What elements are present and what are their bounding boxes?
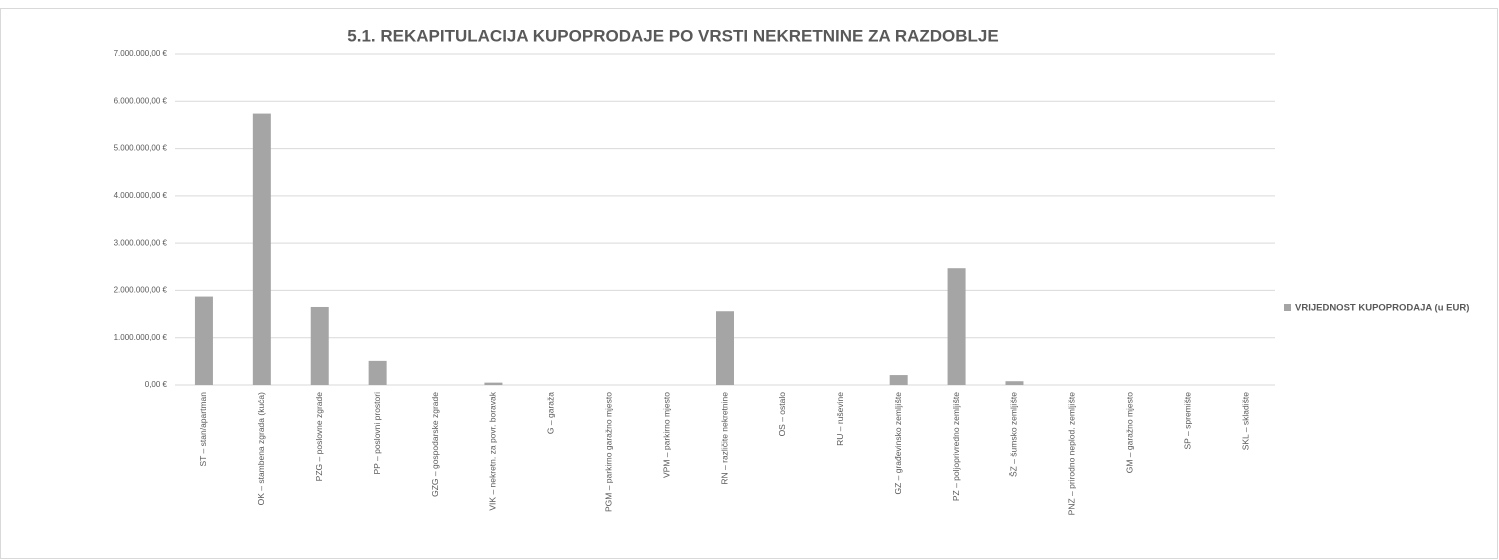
bar — [194, 296, 213, 385]
y-tick-label: 4.000.000,00 € — [114, 191, 168, 200]
x-tick-label: RN – različite nekretnine — [719, 392, 729, 485]
y-tick-label: 2.000.000,00 € — [114, 286, 168, 295]
bar — [1005, 381, 1024, 385]
bar — [252, 113, 271, 385]
x-tick-label: GZG – gospodarske zgrade — [430, 392, 440, 497]
bar — [716, 311, 734, 385]
x-tick-label: VIK – nekretn. za povr. boravak — [488, 391, 498, 510]
x-tick-label: PZG – poslovne zgrade — [314, 392, 324, 482]
bar — [484, 382, 503, 385]
x-tick-label: G – garaža — [546, 392, 556, 434]
x-tick-label: RU – ruševine — [835, 392, 845, 446]
x-tick-label: PNZ – prirodno neplod. zemljište — [1067, 392, 1077, 516]
chart-border — [0, 8, 1498, 559]
bar — [889, 375, 908, 385]
x-tick-label: PP – poslovni prostori — [372, 392, 382, 475]
y-tick-label: 7.000.000,00 € — [114, 49, 168, 58]
y-tick-label: 0,00 € — [145, 380, 168, 389]
x-tick-label: ST – stan/apartman — [198, 392, 208, 467]
x-tick-label: GZ – građevinsko zemljište — [893, 392, 903, 495]
y-tick-label: 6.000.000,00 € — [114, 96, 168, 105]
x-tick-label: SKL – skladište — [1240, 392, 1250, 451]
legend-label: VRIJEDNOST KUPOPRODAJA (u EUR) — [1295, 303, 1469, 314]
y-tick-label: 5.000.000,00 € — [114, 144, 168, 153]
bar — [368, 360, 387, 385]
x-tick-label: ŠZ – šumsko zemljište — [1009, 392, 1019, 477]
x-tick-label: VPM – parkirno mjesto — [661, 392, 671, 478]
x-tick-label: PZ – poljoprivredno zemljište — [951, 392, 961, 501]
x-tick-label: GM – garažno mjesto — [1125, 392, 1135, 474]
y-tick-label: 3.000.000,00 € — [114, 238, 168, 247]
x-tick-label: PGM – parkirno garažno mjesto — [603, 392, 613, 512]
x-tick-label: OK – stambena zgrada (kuća) — [256, 392, 266, 506]
chart-title: 5.1. REKAPITULACIJA KUPOPRODAJE PO VRSTI… — [347, 26, 998, 45]
legend-swatch — [1284, 304, 1291, 311]
x-tick-label: SP – spremište — [1182, 392, 1192, 450]
bar — [947, 268, 966, 385]
x-tick-label: OS – ostalo — [777, 392, 787, 437]
bar — [310, 306, 329, 385]
y-tick-label: 1.000.000,00 € — [114, 333, 168, 342]
